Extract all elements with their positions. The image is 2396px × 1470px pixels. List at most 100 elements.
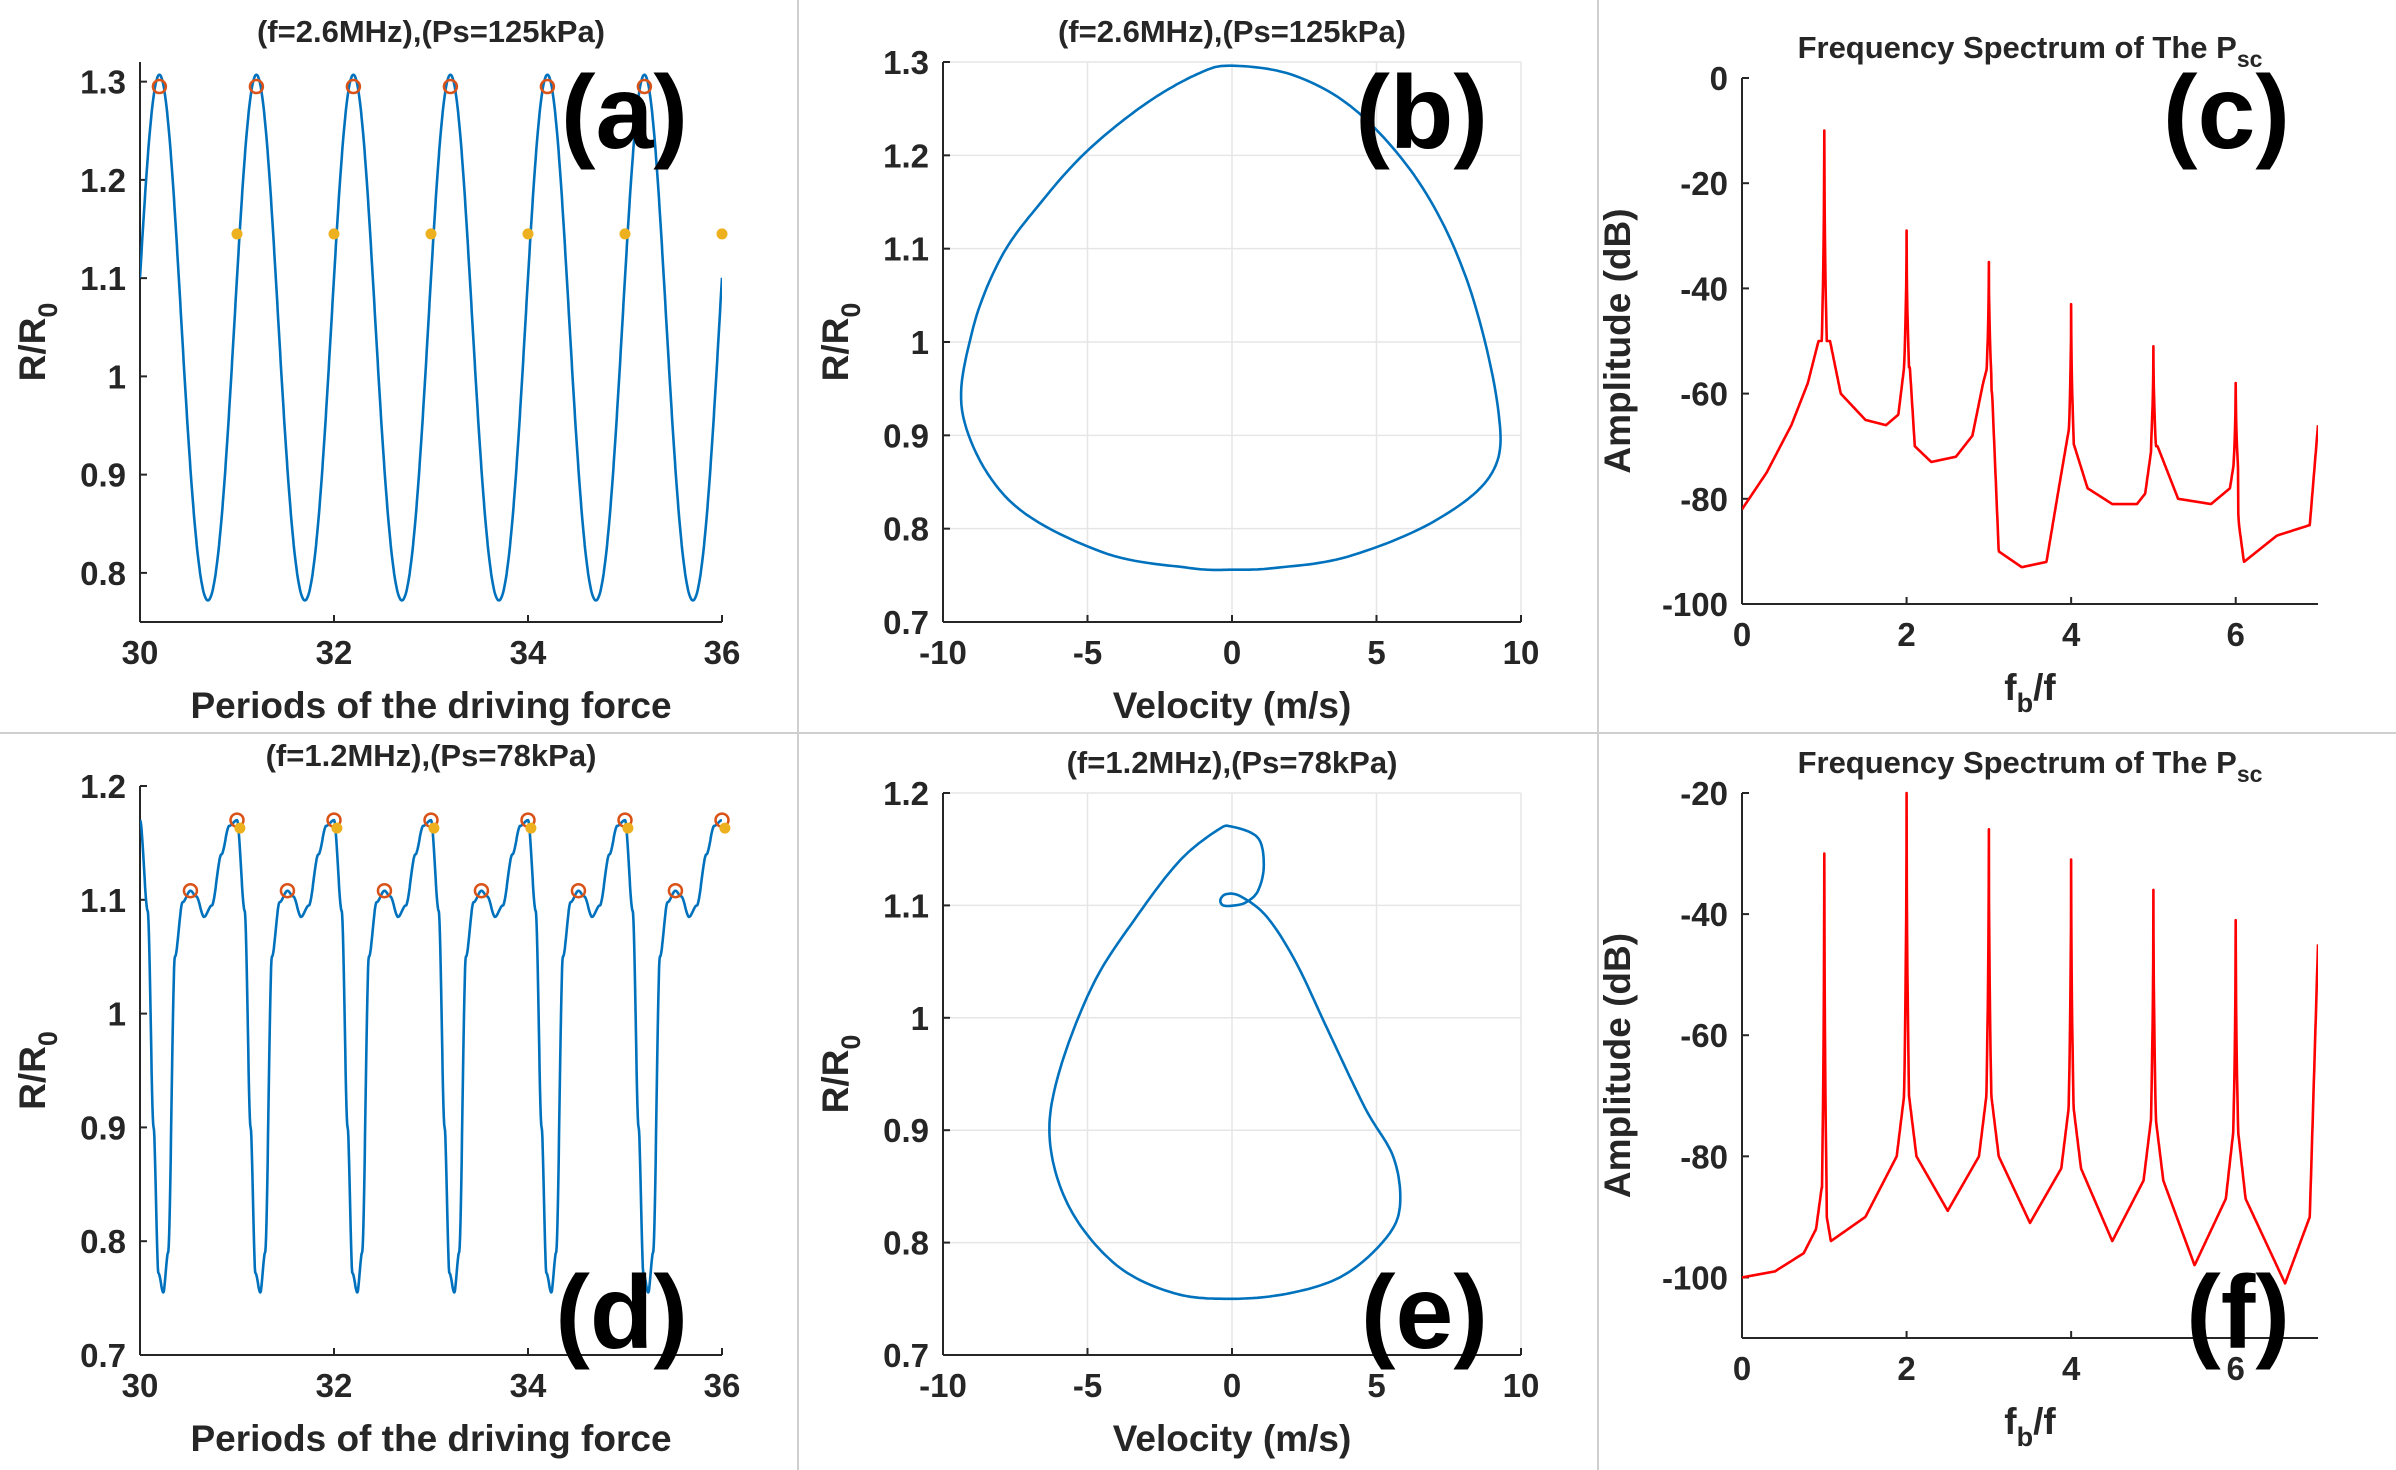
x-axis-title-text: f: [2004, 1401, 2017, 1442]
panel-c: 0 2 4 6 -100 -80 -60 -40 -20 0 Frequency Spectrum …: [1597, 30, 2318, 718]
x-axis-title-text: f: [2004, 667, 2017, 708]
y-tick-label: 0.8: [80, 555, 126, 592]
y-tick-label: -60: [1680, 376, 1728, 413]
x-tick-label: 0: [1223, 1367, 1241, 1404]
x-axis-title-subscript: b: [2017, 1422, 2034, 1452]
panel-letter: (d): [555, 1255, 688, 1371]
panel-title-text: (f=1.2MHz),(Ps=78kPa): [1067, 745, 1398, 780]
series-spectrum-line: [1742, 791, 2318, 1285]
y-tick-label: 0.8: [883, 1225, 929, 1262]
y-axis-title-text: Amplitude (dB): [1597, 208, 1638, 473]
panel-title-text: Frequency Spectrum of The P: [1798, 30, 2237, 65]
x-tick-label: 6: [2227, 616, 2245, 653]
y-tick-label: -80: [1680, 1138, 1728, 1175]
y-axis-title-text: R/R: [12, 318, 53, 382]
y-axis-title-text: R/R: [815, 318, 856, 382]
x-axis-title: Periods of the driving force: [190, 685, 671, 726]
y-tick-label: 1.3: [80, 64, 126, 101]
panel-title-text: Frequency Spectrum of The P: [1798, 745, 2237, 780]
series-curve-line: [1048, 824, 1402, 1301]
x-tick-label: -5: [1073, 634, 1102, 671]
x-tick-label: 6: [2227, 1350, 2245, 1387]
x-axis-title: fb/f: [2004, 667, 2056, 718]
x-tick-label: 0: [1733, 616, 1751, 653]
y-axis-title: R/R0: [12, 303, 63, 382]
period-sample-marker: [231, 228, 243, 240]
y-tick-label: 0.9: [883, 417, 929, 454]
period-sample-marker: [716, 228, 728, 240]
period-sample-marker: [525, 822, 537, 834]
x-tick-label: 32: [316, 1367, 353, 1404]
x-tick-label: 32: [316, 634, 353, 671]
maxima-marker: [151, 78, 168, 95]
y-tick-label: 0.9: [80, 1109, 126, 1146]
maxima-marker: [376, 882, 393, 899]
period-sample-marker: [428, 822, 440, 834]
y-tick-label: -100: [1662, 1259, 1728, 1296]
series-curve-line: [140, 73, 722, 602]
panel-e: -10 -5 0 5 10 0.7 0.8 0.9 1 1.1 1.2 (f=1.2MHz),(Ps=…: [815, 745, 1539, 1459]
y-axis-title-subscript: 0: [33, 303, 63, 318]
y-tick-label: -100: [1662, 586, 1728, 623]
x-axis-title: Velocity (m/s): [1113, 1418, 1352, 1459]
panel-letter: (c): [2163, 55, 2290, 171]
y-tick-label: 1.3: [883, 44, 929, 81]
y-tick-label: 1.1: [80, 260, 126, 297]
figure-panels: 30 32 34 36 0.8 0.9 1 1.1 1.2 1.3 (f=2.6MHz),(Ps=1…: [12, 14, 2318, 1459]
y-tick-label: 1.1: [883, 231, 929, 268]
y-tick-label: 0: [1710, 60, 1728, 97]
period-sample-marker: [331, 822, 343, 834]
y-axis-title: R/R0: [815, 1035, 866, 1114]
maxima-marker: [442, 78, 459, 95]
y-tick-label: 1.2: [883, 775, 929, 812]
x-axis-title-subscript: b: [2017, 688, 2034, 718]
y-tick-label: 1.2: [883, 137, 929, 174]
y-tick-label: -20: [1680, 775, 1728, 812]
maxima-marker: [570, 882, 587, 899]
panel-title: (f=2.6MHz),(Ps=125kPa): [257, 14, 605, 49]
panel-title-text: (f=2.6MHz),(Ps=125kPa): [1058, 14, 1406, 49]
x-tick-label: -10: [919, 1367, 967, 1404]
panel-letter: (e): [1361, 1255, 1488, 1371]
y-axis-title: R/R0: [12, 1031, 63, 1110]
maxima-marker: [279, 882, 296, 899]
y-axis-title-text: Amplitude (dB): [1597, 933, 1638, 1198]
series-spectrum-line: [1742, 129, 2318, 569]
x-tick-label: 0: [1733, 1350, 1751, 1387]
x-axis-title-text: Velocity (m/s): [1113, 685, 1352, 726]
y-tick-label: -60: [1680, 1017, 1728, 1054]
panel-b: -10 -5 0 5 10 0.7 0.8 0.9 1 1.1 1.2 1.3 (f=2.6MHz),(…: [815, 14, 1539, 726]
x-axis-title: fb/f: [2004, 1401, 2056, 1452]
x-tick-label: 34: [510, 634, 547, 671]
panel-title-subscript: sc: [2237, 46, 2263, 72]
x-tick-label: 4: [2062, 616, 2081, 653]
x-axis-title-tail: /f: [2033, 1401, 2056, 1442]
y-tick-label: 1: [911, 1000, 929, 1037]
y-tick-label: 0.9: [883, 1112, 929, 1149]
panel-f: 0 2 4 6 -100 -80 -60 -40 -20 Frequency Spectrum o…: [1597, 745, 2318, 1452]
panel-d: 30 32 34 36 0.7 0.8 0.9 1 1.1 1.2 (f=1.2MHz),(Ps=7…: [12, 738, 740, 1459]
maxima-marker: [182, 882, 199, 899]
period-sample-marker: [234, 822, 246, 834]
period-sample-marker: [719, 822, 731, 834]
x-tick-label: 5: [1367, 634, 1385, 671]
series-curve-line: [959, 64, 1502, 572]
x-tick-label: 36: [704, 634, 741, 671]
panel-letter: (f): [2186, 1255, 2290, 1371]
y-axis-title-subscript: 0: [836, 1035, 866, 1050]
x-tick-label: 10: [1503, 1367, 1540, 1404]
panel-title: (f=2.6MHz),(Ps=125kPa): [1058, 14, 1406, 49]
y-tick-label: 1.1: [80, 882, 126, 919]
series-curve-line: [140, 818, 722, 1294]
y-axis-title: Amplitude (dB): [1597, 208, 1638, 473]
x-axis-title: Periods of the driving force: [190, 1418, 671, 1459]
y-axis-title-text: R/R: [815, 1050, 856, 1114]
x-tick-label: 4: [2062, 1350, 2081, 1387]
y-tick-label: 1.2: [80, 768, 126, 805]
x-axis-title: Velocity (m/s): [1113, 685, 1352, 726]
x-tick-label: 30: [122, 634, 159, 671]
maxima-marker: [539, 78, 556, 95]
y-axis-title-subscript: 0: [836, 303, 866, 318]
panel-letter: (b): [1355, 55, 1488, 171]
y-tick-label: 1: [108, 358, 126, 395]
